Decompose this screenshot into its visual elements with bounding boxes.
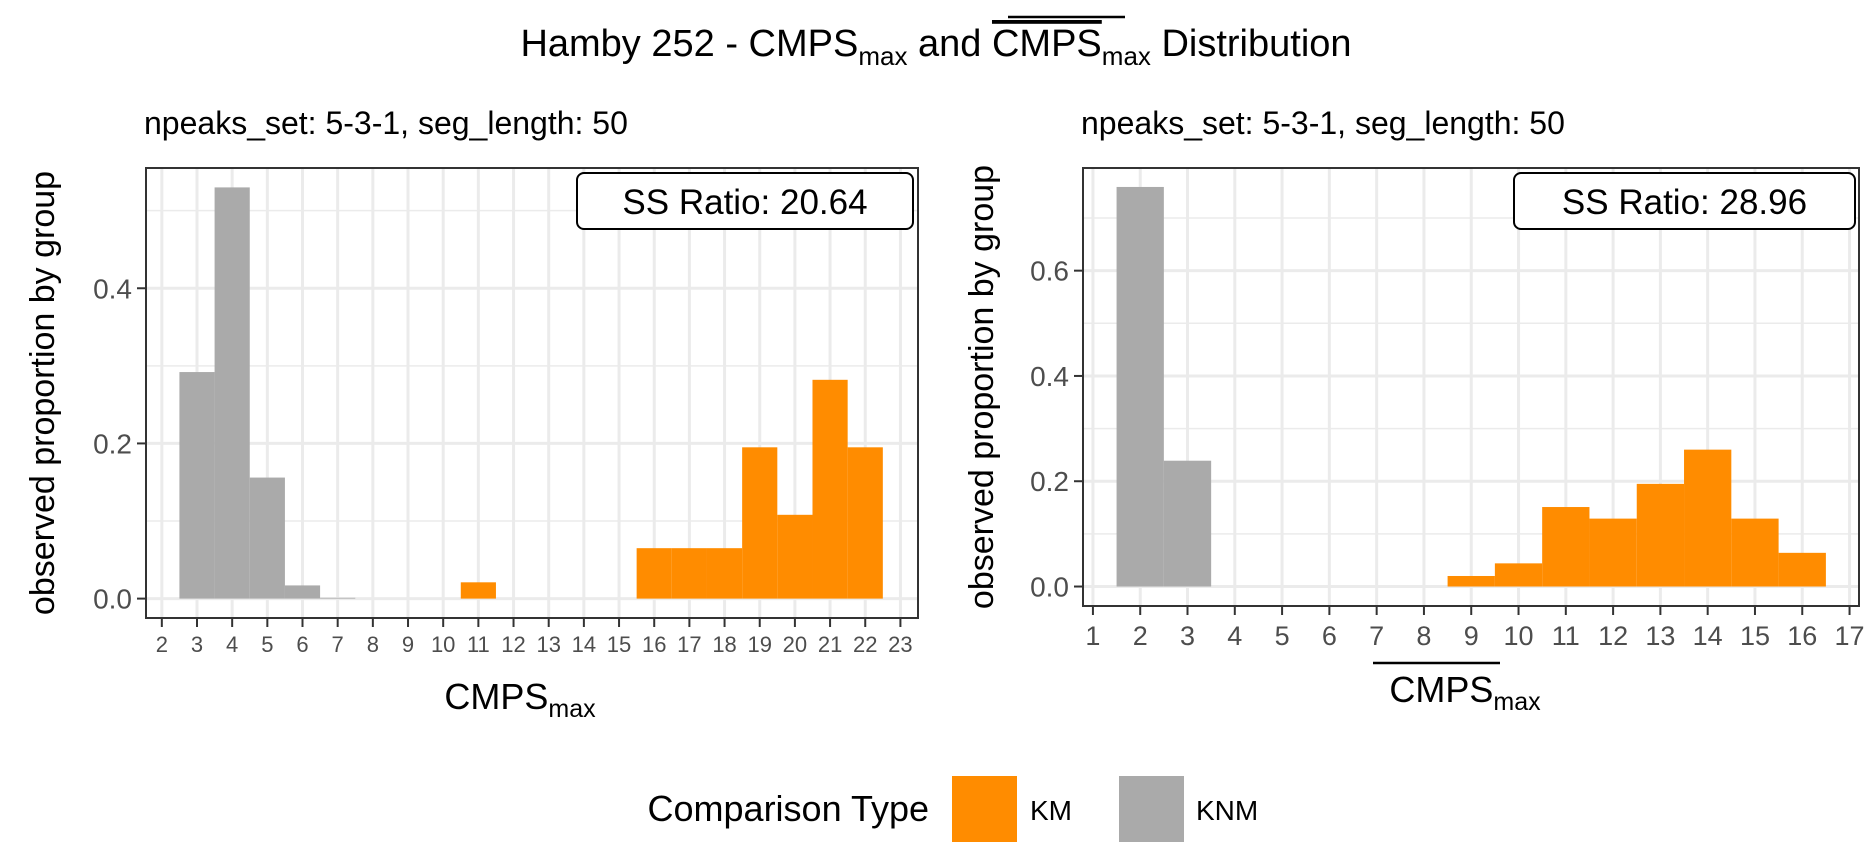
x-tick-label: 12 xyxy=(501,632,525,657)
y-tick-label: 0.0 xyxy=(93,584,132,615)
bar-km-15 xyxy=(1731,518,1779,587)
x-tick-label: 17 xyxy=(1835,621,1865,651)
bar-km-10 xyxy=(1494,563,1543,587)
x-tick-label: 7 xyxy=(1369,621,1384,651)
x-tick-label: 11 xyxy=(1552,621,1580,651)
bar-km-17 xyxy=(671,548,707,599)
x-tick-label: 6 xyxy=(296,632,308,657)
legend-key-knm xyxy=(1119,776,1184,842)
x-axis-title: CMPSmax xyxy=(1389,669,1541,716)
panel-1: 2 3 4 5 6 7 8 9 10 11 12 13 14 15 16 17 18 19 20 21 22 230.00… xyxy=(24,105,919,723)
x-tick-label: 13 xyxy=(1645,621,1675,651)
legend-label-knm: KNM xyxy=(1196,795,1258,826)
y-tick-label: 0.0 xyxy=(1030,572,1069,603)
x-tick-label: 8 xyxy=(367,632,379,657)
bar-km-13 xyxy=(1636,483,1685,587)
legend-title: Comparison Type xyxy=(648,788,929,829)
y-axis-title: observed proportion by group xyxy=(24,171,62,615)
bar-km-9 xyxy=(1447,575,1495,587)
bar-knm-7 xyxy=(320,597,356,599)
bar-knm-4 xyxy=(214,187,250,599)
x-tick-label: 9 xyxy=(402,632,414,657)
bar-km-19 xyxy=(742,447,778,599)
x-tick-label: 16 xyxy=(642,632,666,657)
bar-km-21 xyxy=(812,379,848,599)
x-tick-label: 3 xyxy=(1180,621,1195,651)
legend: Comparison Type KM KNM xyxy=(648,776,1258,842)
bar-km-16 xyxy=(1778,552,1826,587)
y-tick-label: 0.2 xyxy=(1030,466,1069,497)
bar-km-16 xyxy=(636,548,672,599)
x-tick-label: 16 xyxy=(1787,621,1817,651)
ss-ratio-box xyxy=(576,172,914,230)
legend-label-km: KM xyxy=(1030,795,1072,826)
x-tick-label: 15 xyxy=(607,632,631,657)
x-tick-label: 2 xyxy=(1133,621,1148,651)
x-tick-label: 4 xyxy=(226,632,238,657)
x-tick-label: 13 xyxy=(536,632,560,657)
ss-ratio-label: SS Ratio: 28.96 xyxy=(1562,183,1807,222)
bar-knm-5 xyxy=(249,477,285,599)
y-tick-label: 0.2 xyxy=(93,428,132,459)
x-tick-label: 5 xyxy=(1275,621,1290,651)
x-tick-label: 20 xyxy=(783,632,807,657)
bar-km-18 xyxy=(706,548,743,599)
bar-km-20 xyxy=(777,514,813,599)
panel-border xyxy=(145,167,919,619)
x-tick-label: 14 xyxy=(572,632,596,657)
x-tick-label: 5 xyxy=(261,632,273,657)
x-axis-title: CMPSmax xyxy=(444,676,596,723)
bar-knm-3 xyxy=(1163,460,1212,587)
y-tick-label: 0.6 xyxy=(1030,256,1069,287)
x-tick-label: 15 xyxy=(1740,621,1770,651)
x-tick-label: 7 xyxy=(332,632,344,657)
x-tick-label: 18 xyxy=(712,632,736,657)
bar-knm-6 xyxy=(284,585,321,599)
x-tick-label: 8 xyxy=(1416,621,1431,651)
bar-km-22 xyxy=(847,447,883,599)
x-tick-label: 9 xyxy=(1464,621,1479,651)
x-tick-label: 21 xyxy=(818,632,842,657)
x-tick-label: 19 xyxy=(747,632,771,657)
x-tick-label: 22 xyxy=(853,632,877,657)
x-tick-label: 17 xyxy=(677,632,701,657)
x-tick-label: 1 xyxy=(1085,621,1100,651)
panel-subtitle: npeaks_set: 5-3-1, seg_length: 50 xyxy=(144,105,628,141)
bar-knm-2 xyxy=(1116,186,1164,587)
x-tick-label: 14 xyxy=(1693,621,1723,651)
x-tick-label: 4 xyxy=(1227,621,1242,651)
ss-ratio-box xyxy=(1513,172,1856,230)
x-tick-label: 10 xyxy=(1504,621,1534,651)
bar-km-11 xyxy=(460,582,496,599)
y-axis-title: observed proportion by group xyxy=(963,165,1001,609)
panel-2: 1 2 3 4 5 6 7 8 9 10 11 12 13 14 15 16 170.00.20.40.6npe… xyxy=(963,105,1865,716)
x-tick-label: 2 xyxy=(156,632,168,657)
x-tick-label: 10 xyxy=(431,632,455,657)
legend-key-km xyxy=(952,776,1017,842)
x-tick-label: 12 xyxy=(1598,621,1628,651)
ss-ratio-label: SS Ratio: 20.64 xyxy=(622,183,867,222)
bar-km-12 xyxy=(1589,518,1637,587)
x-tick-label: 23 xyxy=(888,632,912,657)
bar-knm-3 xyxy=(179,372,215,599)
panel-subtitle: npeaks_set: 5-3-1, seg_length: 50 xyxy=(1081,105,1565,141)
y-tick-label: 0.4 xyxy=(93,273,132,304)
x-tick-label: 11 xyxy=(467,632,490,657)
x-tick-label: 6 xyxy=(1322,621,1337,651)
y-tick-label: 0.4 xyxy=(1030,361,1069,392)
bar-km-14 xyxy=(1684,449,1732,587)
chart-title: Hamby 252 - CMPSmax and CMPSmax Distribu… xyxy=(520,23,1351,71)
x-tick-label: 3 xyxy=(191,632,203,657)
bar-km-11 xyxy=(1542,507,1590,587)
